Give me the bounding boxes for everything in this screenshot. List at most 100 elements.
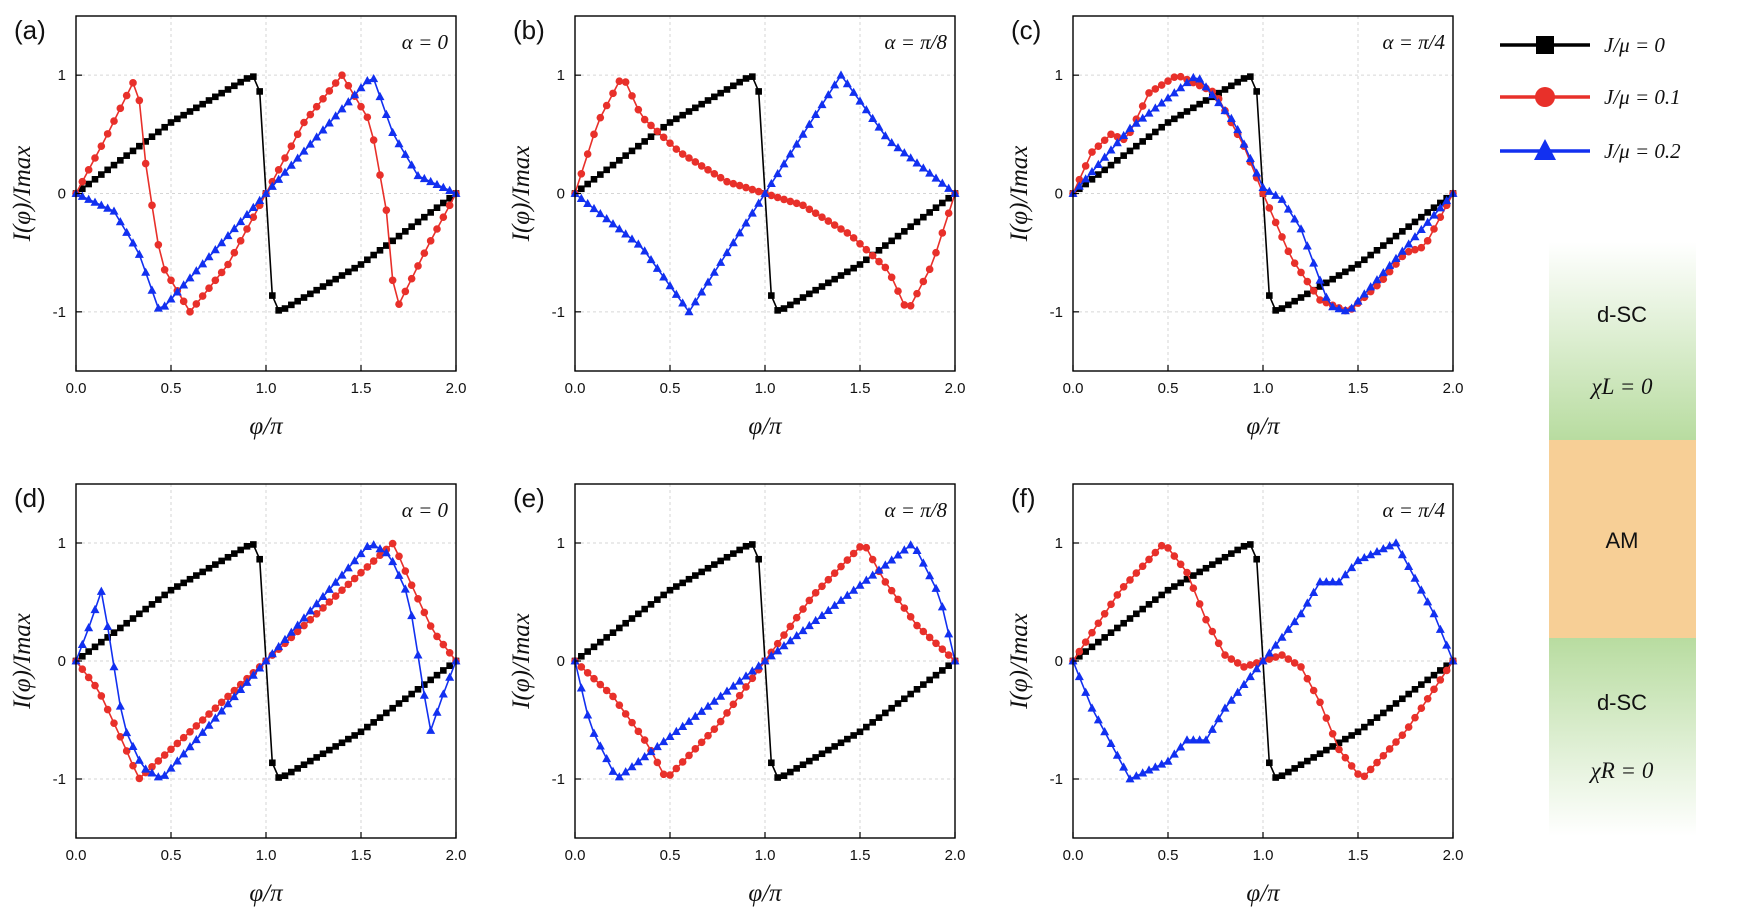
data-point <box>659 133 668 142</box>
data-point <box>1075 175 1084 184</box>
data-point <box>672 145 681 153</box>
legend-entry-j0: J/μ = 0 <box>1500 33 1665 57</box>
y-tick-label: 1 <box>58 535 66 552</box>
data-point <box>122 747 131 755</box>
data-point <box>806 290 813 298</box>
data-point <box>1437 667 1444 674</box>
y-tick-label: 1 <box>1055 67 1063 84</box>
data-point <box>932 639 940 648</box>
data-point <box>438 689 448 698</box>
data-point <box>836 595 846 604</box>
data-point <box>1076 652 1083 660</box>
data-point <box>1361 256 1368 264</box>
data-point <box>830 221 839 229</box>
data-point <box>1182 77 1192 87</box>
data-point <box>741 671 751 680</box>
data-point <box>1253 88 1260 95</box>
data-point <box>402 695 409 703</box>
data-point <box>925 265 934 274</box>
data-point <box>78 665 87 673</box>
data-point <box>704 564 712 572</box>
data-point <box>722 247 732 257</box>
data-point <box>293 153 303 162</box>
data-point <box>1088 643 1096 651</box>
legend-label-j0: J/μ = 0 <box>1604 33 1665 57</box>
data-point <box>261 656 271 665</box>
data-point <box>882 709 889 717</box>
data-point <box>1157 98 1167 107</box>
data-point <box>1303 277 1312 286</box>
data-point <box>1329 275 1336 283</box>
data-point <box>622 152 629 159</box>
data-point <box>640 246 650 255</box>
data-point <box>331 111 341 120</box>
data-point <box>1119 130 1129 140</box>
data-point <box>1272 307 1279 314</box>
data-point <box>863 723 870 731</box>
data-point <box>128 238 138 247</box>
data-point <box>716 717 725 726</box>
data-point <box>1354 261 1362 268</box>
data-point <box>799 294 807 301</box>
y-tick-label: -1 <box>53 771 66 788</box>
y-tick-label: 0 <box>58 653 66 670</box>
data-point <box>1221 86 1229 93</box>
panel-b: 0.0 0.5 1.0 1.5 2.0 -1 0 1 (b) α = π/8 φ/π I(φ)/Ima… <box>508 15 965 440</box>
data-point <box>825 279 832 287</box>
data-point <box>888 704 895 712</box>
data-point <box>596 113 605 122</box>
data-point <box>324 584 334 593</box>
data-point <box>671 289 681 298</box>
data-point <box>351 732 358 739</box>
data-point <box>237 78 244 86</box>
data-point <box>1169 749 1179 758</box>
data-point <box>395 700 403 707</box>
data-point <box>305 139 315 148</box>
series-s2 <box>1068 72 1458 315</box>
data-point <box>122 227 132 236</box>
data-point <box>844 268 851 276</box>
data-point <box>1372 547 1382 556</box>
data-point <box>306 110 315 119</box>
data-point <box>836 70 846 79</box>
data-point <box>792 613 801 622</box>
y-tick-label: 1 <box>557 535 565 552</box>
data-point <box>1266 292 1273 299</box>
data-point <box>445 649 454 657</box>
data-point <box>1234 78 1241 86</box>
data-point <box>439 640 448 649</box>
data-point <box>576 193 586 202</box>
data-point <box>1335 739 1343 747</box>
data-point <box>576 683 586 692</box>
x-axis-label: φ/π <box>1246 413 1281 440</box>
data-point <box>116 104 125 113</box>
data-point <box>1304 290 1311 298</box>
data-point <box>1328 577 1338 586</box>
data-point <box>1113 591 1122 599</box>
data-point <box>1189 584 1198 593</box>
y-tick-label: 0 <box>557 653 565 670</box>
data-point <box>830 80 840 89</box>
data-point <box>419 690 429 699</box>
data-point <box>716 173 725 182</box>
x-tick-label: 0.5 <box>1158 847 1179 864</box>
data-point <box>408 690 415 698</box>
x-axis-label: φ/π <box>1246 880 1281 907</box>
data-point <box>395 552 403 561</box>
data-point <box>628 718 636 727</box>
x-tick-label: 0.0 <box>66 847 87 864</box>
data-point <box>186 728 194 736</box>
data-point <box>609 161 617 169</box>
data-point <box>881 263 890 272</box>
data-point <box>1088 176 1096 183</box>
data-point <box>578 652 585 660</box>
data-point <box>596 680 605 689</box>
data-point <box>1284 655 1293 663</box>
data-point <box>306 615 315 624</box>
data-point <box>1378 544 1388 553</box>
data-point <box>735 691 744 700</box>
data-point <box>85 180 92 188</box>
data-point <box>1411 686 1419 693</box>
x-tick-label: 0.0 <box>1063 380 1084 397</box>
data-point <box>172 287 182 296</box>
